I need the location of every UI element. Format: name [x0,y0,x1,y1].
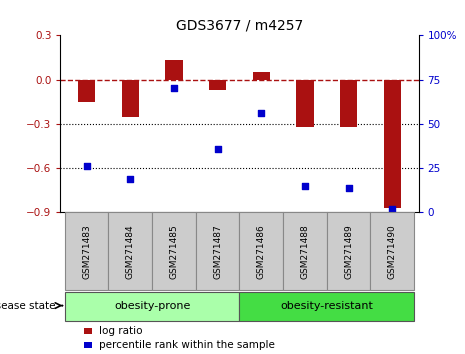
Text: disease state: disease state [0,301,56,310]
Bar [196,212,239,290]
Point [258,110,265,116]
Text: obesity-resistant: obesity-resistant [280,301,373,310]
Text: GSM271484: GSM271484 [126,224,135,279]
Point [83,164,90,169]
Bar [327,212,371,290]
Text: GSM271488: GSM271488 [300,224,310,279]
Bar [296,80,314,127]
Bar [121,80,139,116]
Bar [108,212,152,290]
Text: GSM271490: GSM271490 [388,224,397,279]
Bar [152,212,196,290]
Text: log ratio: log ratio [99,326,143,336]
Text: GSM271483: GSM271483 [82,224,91,279]
Bar [165,61,183,80]
Point [214,146,221,152]
Bar [65,292,239,321]
Bar [252,72,270,80]
Point [345,185,352,190]
Text: GSM271487: GSM271487 [213,224,222,279]
Point [389,206,396,212]
Point [301,183,309,189]
Bar [65,212,108,290]
Text: obesity-prone: obesity-prone [114,301,190,310]
Bar [239,212,283,290]
Bar [283,212,327,290]
Bar [384,80,401,208]
Text: GSM271489: GSM271489 [344,224,353,279]
Point [126,176,134,182]
Bar [371,212,414,290]
Point [170,86,178,91]
Bar [78,80,95,102]
Text: GSM271486: GSM271486 [257,224,266,279]
Bar [209,80,226,90]
Text: GSM271485: GSM271485 [169,224,179,279]
Bar [239,292,414,321]
Bar [340,80,358,127]
Text: percentile rank within the sample: percentile rank within the sample [99,340,275,350]
Title: GDS3677 / m4257: GDS3677 / m4257 [176,19,303,33]
